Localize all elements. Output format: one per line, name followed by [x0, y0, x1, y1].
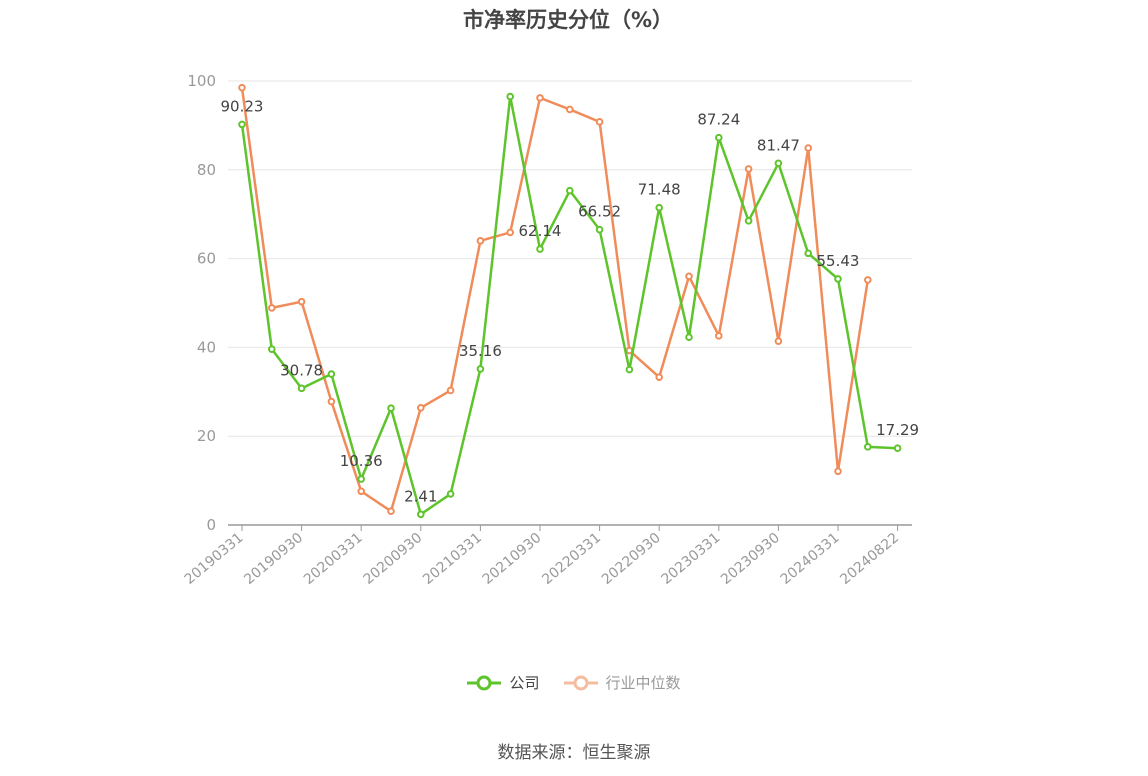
data-point-company[interactable]: [268, 345, 276, 353]
data-point-company[interactable]: [566, 186, 574, 195]
data-point-company[interactable]: [834, 275, 842, 283]
data-point-company[interactable]: [655, 203, 664, 212]
data-point-industry[interactable]: [804, 144, 813, 152]
x-tick-label: 20240822: [837, 530, 902, 588]
data-point-company[interactable]: [476, 365, 485, 373]
data-label: 2.41: [404, 487, 437, 505]
data-point-company[interactable]: [744, 217, 753, 225]
data-label: 62.14: [519, 222, 562, 240]
data-point-company[interactable]: [595, 225, 604, 234]
legend-marker-company: [467, 675, 502, 690]
data-point-industry[interactable]: [774, 337, 783, 345]
data-point-company[interactable]: [297, 384, 306, 393]
data-point-industry[interactable]: [297, 297, 306, 306]
y-tick-label: 80: [197, 161, 216, 179]
x-tick-label: 20190930: [241, 530, 306, 588]
data-label: 90.23: [221, 97, 264, 115]
x-tick-label: 20240331: [778, 530, 843, 588]
data-point-industry[interactable]: [655, 373, 664, 381]
data-label: 35.16: [459, 342, 502, 360]
data-label: 10.36: [340, 452, 383, 470]
x-tick-label: 20200930: [360, 530, 425, 588]
data-point-company[interactable]: [238, 120, 246, 129]
legend-label-industry: 行业中位数: [605, 674, 681, 692]
source-note: 数据来源：恒生聚源: [497, 743, 651, 763]
data-point-industry[interactable]: [506, 228, 515, 237]
data-label: 66.52: [578, 203, 621, 221]
data-point-industry[interactable]: [685, 272, 693, 281]
data-point-industry[interactable]: [715, 332, 723, 340]
data-point-industry[interactable]: [387, 507, 395, 516]
data-point-industry[interactable]: [357, 487, 366, 496]
data-point-company[interactable]: [685, 333, 693, 341]
data-point-company[interactable]: [357, 475, 366, 483]
y-tick-label: 100: [187, 72, 216, 90]
data-point-industry[interactable]: [536, 94, 544, 102]
data-label: 81.47: [757, 136, 800, 154]
x-tick-label: 20190331: [182, 530, 247, 588]
data-point-company[interactable]: [387, 404, 395, 413]
data-label: 17.29: [876, 421, 919, 439]
data-point-industry[interactable]: [327, 397, 336, 406]
y-tick-label: 40: [197, 338, 216, 356]
data-point-company[interactable]: [327, 370, 336, 378]
data-label: 30.78: [280, 361, 323, 379]
data-point-industry[interactable]: [834, 467, 842, 476]
x-tick-label: 20210930: [480, 530, 545, 588]
y-tick-label: 60: [197, 250, 216, 268]
data-point-industry[interactable]: [864, 276, 872, 284]
data-point-company[interactable]: [446, 490, 455, 498]
legend-item-industry[interactable]: 行业中位数: [563, 672, 681, 693]
data-point-industry[interactable]: [417, 403, 425, 412]
data-point-industry[interactable]: [268, 304, 276, 312]
data-point-industry[interactable]: [595, 118, 604, 126]
data-label: 87.24: [697, 111, 740, 129]
x-tick-label: 20220930: [599, 530, 664, 588]
data-label: 55.43: [817, 252, 860, 270]
x-tick-label: 20220331: [539, 530, 604, 588]
data-point-company[interactable]: [417, 510, 425, 519]
data-point-company[interactable]: [804, 249, 813, 258]
data-label: 71.48: [638, 181, 681, 199]
data-point-company[interactable]: [625, 365, 634, 374]
series-line-industry: [240, 87, 870, 513]
data-point-industry[interactable]: [476, 237, 485, 245]
data-point-company[interactable]: [506, 92, 515, 101]
y-tick-label: 20: [197, 427, 216, 445]
legend-label-company: 公司: [509, 674, 540, 692]
data-point-company[interactable]: [893, 444, 902, 453]
x-tick-label: 20230930: [718, 530, 783, 588]
x-tick-label: 20200331: [301, 530, 366, 588]
legend: 公司 行业中位数: [0, 672, 1148, 693]
data-point-industry[interactable]: [744, 165, 753, 173]
data-point-industry[interactable]: [566, 105, 574, 114]
data-point-company[interactable]: [536, 245, 544, 253]
data-point-company[interactable]: [715, 133, 723, 142]
y-tick-label: 0: [206, 516, 216, 534]
legend-marker-industry: [563, 675, 598, 690]
legend-item-company[interactable]: 公司: [467, 672, 540, 693]
data-point-industry[interactable]: [238, 83, 246, 92]
x-tick-label: 20210331: [420, 530, 485, 588]
x-tick-label: 20230331: [658, 530, 723, 588]
data-point-industry[interactable]: [446, 386, 455, 395]
chart-title: 市净率历史分位（%）: [462, 8, 674, 32]
data-point-company[interactable]: [774, 159, 783, 168]
data-point-company[interactable]: [864, 443, 872, 451]
